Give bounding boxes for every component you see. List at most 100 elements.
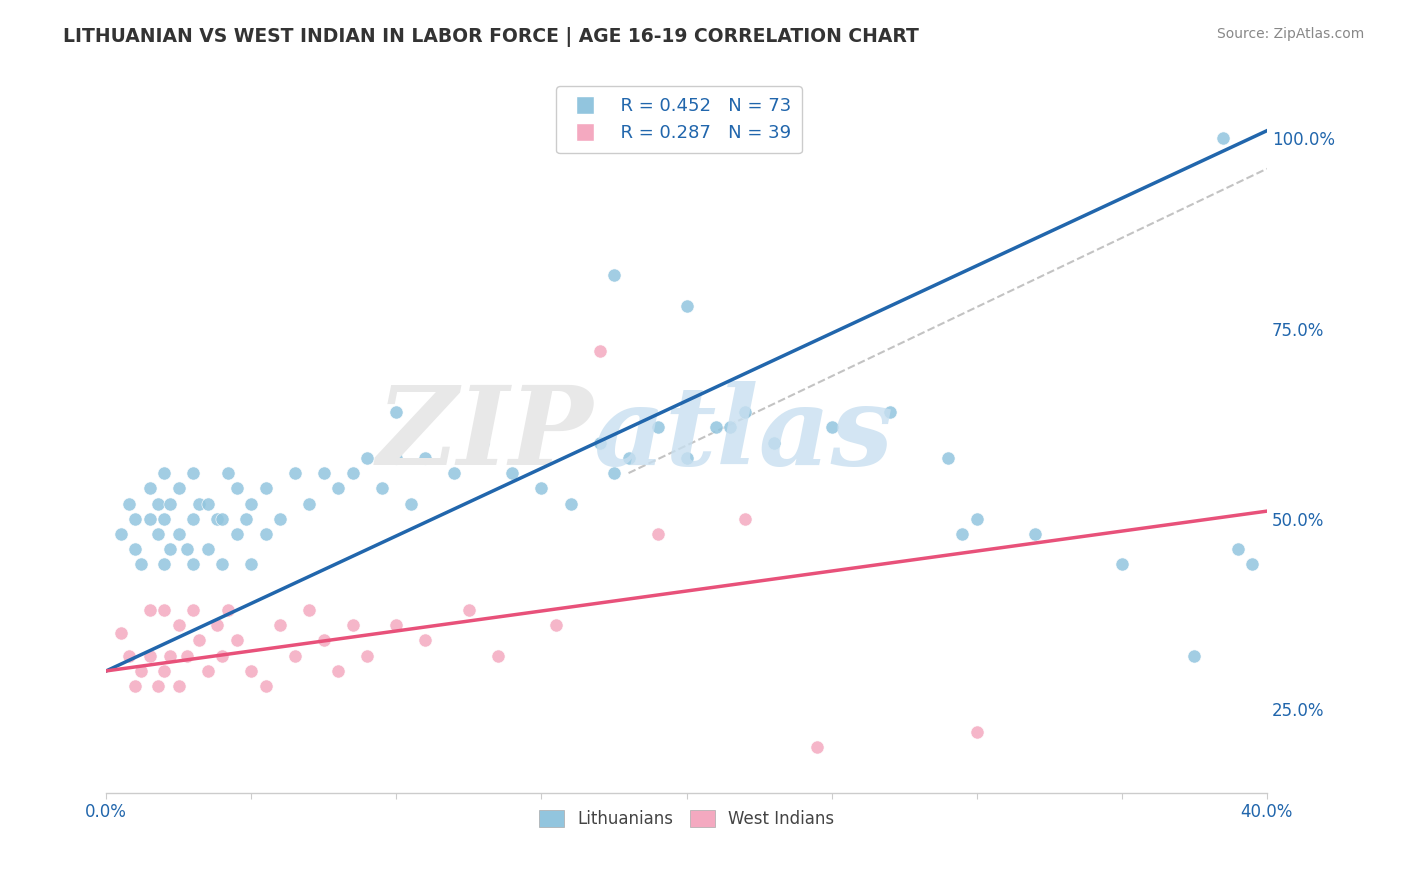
Point [118, 496, 141, 510]
Point [254, 481, 277, 495]
Point [167, 481, 190, 495]
Point [124, 679, 146, 693]
Point [139, 648, 162, 663]
Point [167, 527, 190, 541]
Point [211, 648, 233, 663]
Point [647, 420, 669, 434]
Point [167, 618, 190, 632]
Point [153, 664, 176, 678]
Point [936, 450, 959, 465]
Text: Source: ZipAtlas.com: Source: ZipAtlas.com [1216, 27, 1364, 41]
Point [298, 496, 321, 510]
Point [675, 299, 697, 313]
Point [225, 481, 247, 495]
Point [240, 558, 263, 572]
Point [124, 512, 146, 526]
Point [284, 466, 307, 480]
Point [240, 664, 263, 678]
Point [110, 527, 132, 541]
Point [181, 466, 204, 480]
Point [139, 512, 162, 526]
Point [530, 481, 553, 495]
Point [129, 558, 152, 572]
Point [734, 512, 756, 526]
Point [225, 527, 247, 541]
Point [217, 603, 239, 617]
Point [472, 435, 495, 450]
Point [371, 481, 394, 495]
Point [821, 420, 844, 434]
Point [139, 481, 162, 495]
Point [240, 496, 263, 510]
Point [1212, 131, 1234, 145]
Point [385, 450, 408, 465]
Point [617, 450, 640, 465]
Point [254, 679, 277, 693]
Text: ZIP: ZIP [377, 381, 593, 489]
Point [188, 496, 211, 510]
Point [153, 466, 176, 480]
Point [544, 618, 567, 632]
Point [167, 679, 190, 693]
Legend: Lithuanians, West Indians: Lithuanians, West Indians [533, 803, 841, 834]
Point [269, 512, 291, 526]
Point [129, 664, 152, 678]
Point [588, 435, 610, 450]
Point [298, 603, 321, 617]
Point [176, 648, 198, 663]
Point [197, 664, 219, 678]
Point [806, 739, 828, 754]
Point [118, 648, 141, 663]
Point [675, 450, 697, 465]
Point [328, 481, 350, 495]
Point [312, 633, 335, 648]
Point [312, 466, 335, 480]
Point [486, 648, 509, 663]
Point [356, 450, 378, 465]
Point [328, 664, 350, 678]
Point [443, 466, 465, 480]
Point [159, 496, 181, 510]
Point [603, 466, 626, 480]
Point [153, 512, 176, 526]
Point [966, 724, 988, 739]
Point [560, 496, 582, 510]
Point [205, 618, 228, 632]
Point [718, 420, 741, 434]
Text: LITHUANIAN VS WEST INDIAN IN LABOR FORCE | AGE 16-19 CORRELATION CHART: LITHUANIAN VS WEST INDIAN IN LABOR FORCE… [63, 27, 920, 46]
Point [284, 648, 307, 663]
Point [176, 542, 198, 557]
Point [148, 679, 170, 693]
Point [181, 512, 204, 526]
Point [879, 405, 901, 419]
Point [1182, 648, 1205, 663]
Point [148, 527, 170, 541]
Y-axis label: In Labor Force | Age 16-19: In Labor Force | Age 16-19 [0, 334, 8, 536]
Point [385, 618, 408, 632]
Point [159, 648, 181, 663]
Point [603, 268, 626, 283]
Point [1111, 558, 1133, 572]
Point [588, 344, 610, 359]
Point [153, 558, 176, 572]
Point [1226, 542, 1249, 557]
Point [197, 542, 219, 557]
Point [225, 633, 247, 648]
Point [762, 435, 785, 450]
Point [950, 527, 973, 541]
Point [501, 466, 523, 480]
Point [254, 527, 277, 541]
Point [269, 618, 291, 632]
Point [458, 603, 481, 617]
Point [385, 405, 408, 419]
Point [734, 405, 756, 419]
Text: atlas: atlas [593, 381, 894, 489]
Point [197, 496, 219, 510]
Point [217, 466, 239, 480]
Point [399, 496, 422, 510]
Point [647, 527, 669, 541]
Point [153, 603, 176, 617]
Point [205, 512, 228, 526]
Point [110, 625, 132, 640]
Point [181, 603, 204, 617]
